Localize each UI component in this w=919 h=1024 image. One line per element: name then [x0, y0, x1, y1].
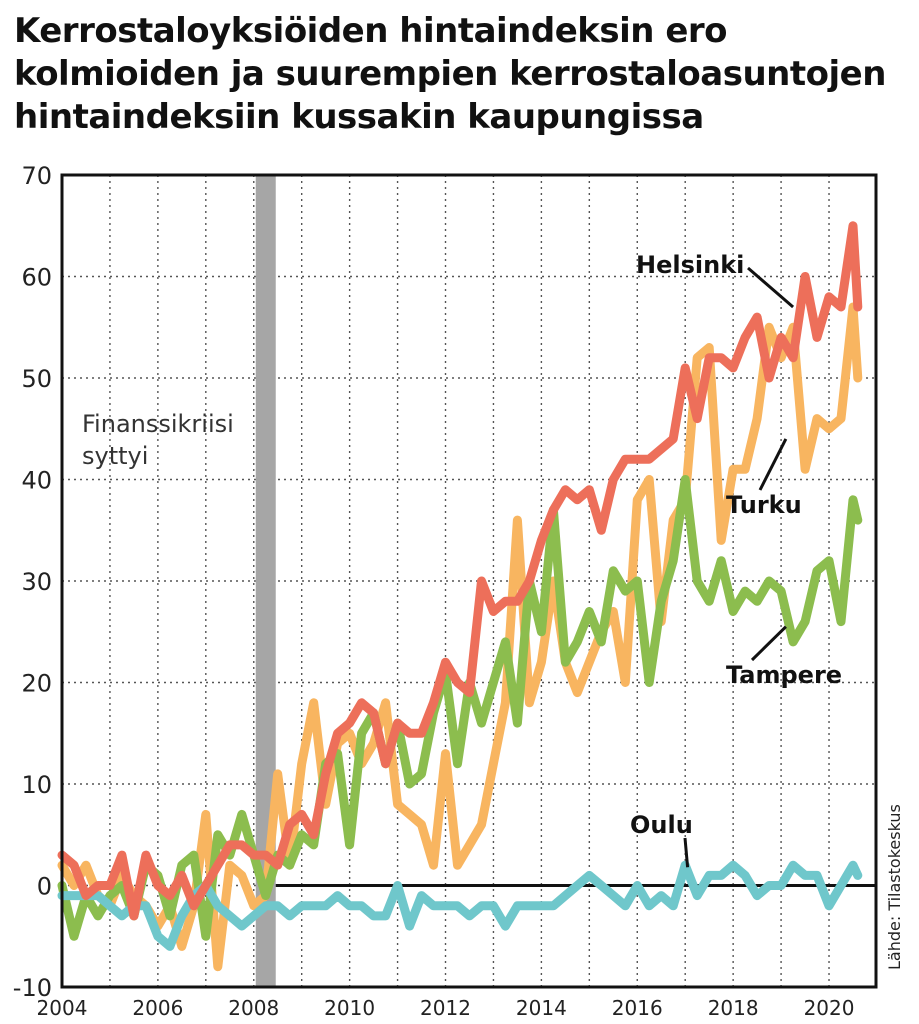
crisis-band-group: [255, 175, 276, 987]
leader-turku: [758, 438, 788, 491]
x-tick-labels: 2004 2006 2008 2010 2012 2014 2016 2018 2020: [37, 996, 855, 1020]
y-tick-label: 20: [21, 670, 52, 698]
y-tick-label: 0: [37, 873, 52, 901]
series-labels: Helsinki Turku Tampere Oulu: [630, 251, 842, 839]
y-tick-label: 60: [21, 264, 52, 292]
crisis-annotation-line: syttyi: [82, 442, 148, 470]
y-tick-label: 30: [21, 568, 52, 596]
series-line-tampere: [57, 475, 863, 941]
series-label-helsinki: Helsinki: [636, 251, 744, 279]
x-tick-label: 2018: [708, 996, 759, 1020]
series-label-oulu: Oulu: [630, 811, 693, 839]
y-tick-labels: 70 60 50 40 30 20 10 0 -10: [13, 162, 52, 1002]
series-group: [57, 221, 863, 972]
x-tick-label: 2010: [324, 996, 375, 1020]
leader-tampere: [750, 625, 787, 662]
source-note: Lähde: Tilastokeskus: [885, 804, 904, 970]
x-tick-label: 2016: [612, 996, 663, 1020]
label-leaders: [683, 266, 795, 868]
series-label-tampere: Tampere: [726, 661, 842, 689]
y-tick-label: 10: [21, 771, 52, 799]
x-tick-label: 2012: [420, 996, 471, 1020]
plot-frame: [60, 173, 878, 989]
annotations: Finanssikriisi syttyi: [82, 410, 234, 470]
crisis-band: [255, 175, 276, 987]
y-tick-label: 70: [21, 162, 52, 190]
chart-title: Kerrostaloyksiöiden hintaindeksin ero ko…: [14, 11, 886, 137]
x-tick-label: 2006: [132, 996, 183, 1020]
series-line-helsinki: [57, 221, 863, 921]
x-tick-label: 2020: [804, 996, 855, 1020]
y-tick-label: 40: [21, 467, 52, 495]
series-label-turku: Turku: [726, 491, 802, 519]
x-tick-label: 2008: [228, 996, 279, 1020]
x-tick-label: 2004: [37, 996, 88, 1020]
crisis-annotation-line: Finanssikriisi: [82, 410, 234, 438]
y-tick-label: -10: [13, 974, 52, 1002]
leader-oulu: [683, 837, 690, 868]
x-tick-label: 2014: [516, 996, 567, 1020]
y-tick-label: 50: [21, 365, 52, 393]
leader-helsinki: [747, 266, 795, 309]
crisis-annotation: Finanssikriisi syttyi: [82, 410, 234, 470]
